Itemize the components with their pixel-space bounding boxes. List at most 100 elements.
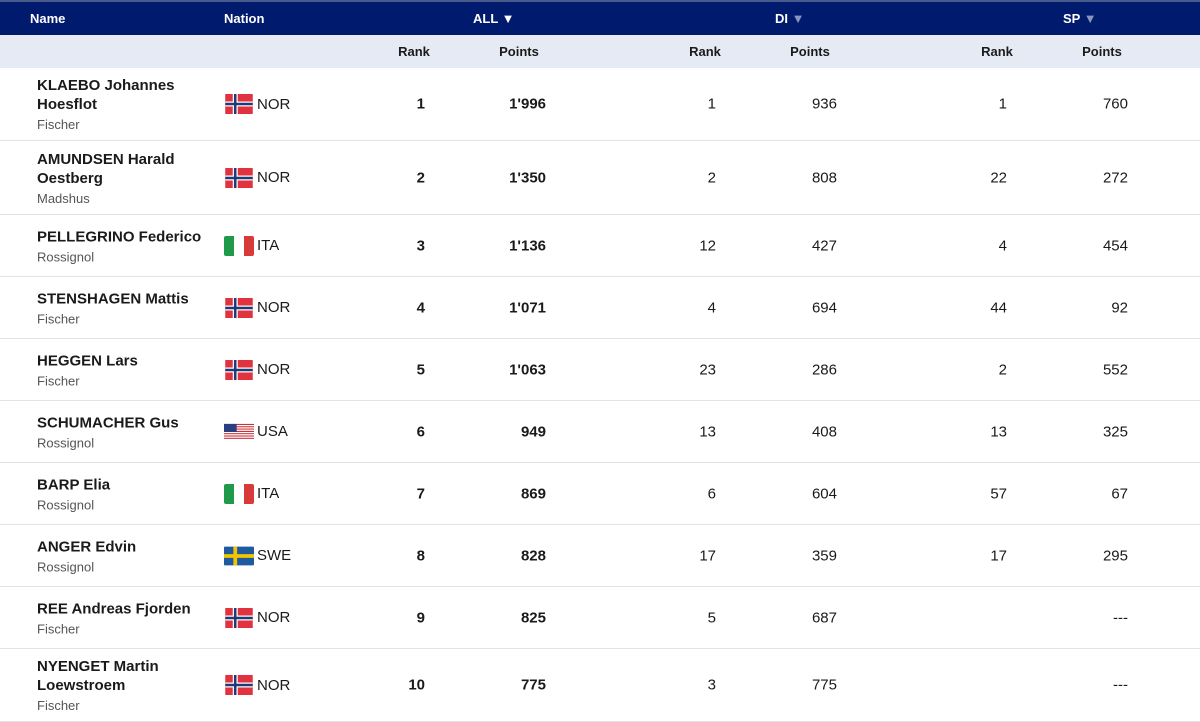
table-header: Name Nation ALL ▼ DI ▼ SP ▼ bbox=[0, 0, 1200, 35]
nation-cell: ITA bbox=[224, 483, 280, 504]
athlete-name[interactable]: NYENGET Martin Loewstroem bbox=[37, 658, 159, 694]
nation-code: NOR bbox=[257, 676, 291, 694]
athlete-name[interactable]: HEGGEN Lars bbox=[37, 352, 138, 369]
di-rank: 5 bbox=[707, 609, 716, 626]
sub-sp-rank: Rank bbox=[981, 44, 1013, 59]
all-points: 869 bbox=[520, 485, 546, 502]
sp-rank: 44 bbox=[990, 299, 1007, 316]
flag-ita-icon bbox=[224, 235, 254, 256]
nation-code: NOR bbox=[257, 609, 291, 626]
sp-points: 325 bbox=[1102, 423, 1128, 440]
sp-points: 552 bbox=[1102, 361, 1128, 378]
sort-arrow-icon: ▼ bbox=[1083, 11, 1097, 26]
sub-all-rank: Rank bbox=[398, 44, 430, 59]
sp-points: 67 bbox=[1111, 485, 1128, 502]
di-points: 694 bbox=[811, 299, 837, 316]
table-row[interactable]: KLAEBO Johannes Hoesflot Fischer NOR 1 1'996… bbox=[0, 68, 1200, 141]
athlete-brand: Rossignol bbox=[37, 249, 95, 264]
all-points: 1'136 bbox=[509, 237, 546, 254]
table-row[interactable]: REE Andreas Fjorden Fischer NOR 9 825 5 687 --- bbox=[0, 587, 1200, 649]
table-row[interactable]: NYENGET Martin Loewstroem Fischer NOR 10 775… bbox=[0, 649, 1200, 722]
table-row[interactable]: BARP Elia Rossignol ITA 7 869 6 604 57 67 bbox=[0, 463, 1200, 525]
nation-code: NOR bbox=[257, 299, 291, 316]
table-row[interactable]: AMUNDSEN Harald Oestberg Madshus NOR 2 1'350… bbox=[0, 141, 1200, 215]
sp-points: 295 bbox=[1102, 547, 1128, 564]
sp-points: 760 bbox=[1102, 95, 1128, 113]
athlete-cell: SCHUMACHER Gus Rossignol bbox=[37, 413, 217, 450]
all-rank: 4 bbox=[416, 299, 425, 316]
all-points: 1'996 bbox=[509, 95, 546, 113]
nation-code: SWE bbox=[257, 547, 292, 564]
sp-rank: 17 bbox=[990, 547, 1007, 564]
athlete-name[interactable]: BARP Elia bbox=[37, 476, 111, 493]
header-di-label: DI bbox=[775, 11, 788, 26]
nation-cell: NOR bbox=[224, 297, 291, 318]
athlete-brand: Rossignol bbox=[37, 497, 95, 512]
header-di[interactable]: DI ▼ bbox=[775, 11, 805, 26]
nation-code: NOR bbox=[257, 169, 291, 186]
sort-arrow-icon: ▼ bbox=[791, 11, 805, 26]
sp-rank: 57 bbox=[990, 485, 1007, 502]
athlete-cell: NYENGET Martin Loewstroem Fischer bbox=[37, 657, 217, 713]
flag-swe-icon bbox=[224, 546, 254, 566]
nation-cell: NOR bbox=[224, 167, 291, 188]
athlete-cell: REE Andreas Fjorden Fischer bbox=[37, 599, 217, 636]
athlete-brand: Fischer bbox=[37, 621, 80, 636]
di-points: 936 bbox=[811, 95, 837, 113]
di-rank: 2 bbox=[707, 169, 716, 186]
sp-rank: 13 bbox=[990, 423, 1007, 440]
nation-cell: SWE bbox=[224, 546, 291, 566]
athlete-name[interactable]: AMUNDSEN Harald Oestberg bbox=[37, 150, 175, 187]
header-all[interactable]: ALL ▼ bbox=[473, 11, 515, 26]
all-rank: 7 bbox=[416, 485, 425, 502]
all-points: 1'071 bbox=[509, 299, 546, 316]
athlete-cell: PELLEGRINO Federico Rossignol bbox=[37, 227, 217, 264]
sub-all-points: Points bbox=[499, 44, 539, 59]
header-sp-label: SP bbox=[1063, 11, 1081, 26]
flag-nor-icon bbox=[224, 607, 254, 628]
di-points: 604 bbox=[811, 485, 837, 502]
flag-nor-icon bbox=[224, 359, 254, 380]
all-rank: 5 bbox=[416, 361, 425, 378]
table-row[interactable]: STENSHAGEN Mattis Fischer NOR 4 1'071 4 694 44 9… bbox=[0, 277, 1200, 339]
athlete-name[interactable]: PELLEGRINO Federico bbox=[37, 228, 202, 245]
di-rank: 3 bbox=[707, 676, 716, 694]
di-points: 286 bbox=[811, 361, 837, 378]
table-row[interactable]: ANGER Edvin Rossignol SWE 8 828 17 359 17 295 bbox=[0, 525, 1200, 587]
athlete-brand: Madshus bbox=[37, 190, 90, 206]
nation-code: NOR bbox=[257, 95, 291, 113]
flag-nor-icon bbox=[224, 297, 254, 318]
sub-sp-points: Points bbox=[1082, 44, 1122, 59]
header-nation[interactable]: Nation bbox=[224, 11, 265, 26]
di-rank: 12 bbox=[699, 237, 716, 254]
sp-rank: 22 bbox=[990, 169, 1007, 186]
athlete-name[interactable]: REE Andreas Fjorden bbox=[37, 600, 191, 617]
di-points: 427 bbox=[811, 237, 837, 254]
athlete-brand: Rossignol bbox=[37, 559, 95, 574]
header-name[interactable]: Name bbox=[30, 11, 66, 26]
di-rank: 17 bbox=[699, 547, 716, 564]
table-row[interactable]: SCHUMACHER Gus Rossignol USA 6 949 13 408 13 325 bbox=[0, 401, 1200, 463]
athlete-brand: Fischer bbox=[37, 373, 80, 388]
athlete-brand: Fischer bbox=[37, 698, 80, 713]
sp-points: --- bbox=[1113, 676, 1128, 694]
all-rank: 6 bbox=[416, 423, 425, 440]
header-sp[interactable]: SP ▼ bbox=[1063, 11, 1097, 26]
table-row[interactable]: HEGGEN Lars Fischer NOR 5 1'063 23 286 2 552 bbox=[0, 339, 1200, 401]
athlete-name[interactable]: ANGER Edvin bbox=[37, 538, 137, 555]
athlete-name[interactable]: STENSHAGEN Mattis bbox=[37, 290, 189, 307]
nation-code: ITA bbox=[257, 485, 280, 502]
nation-cell: NOR bbox=[224, 94, 290, 114]
athlete-name[interactable]: SCHUMACHER Gus bbox=[37, 414, 179, 431]
nation-cell: ITA bbox=[224, 235, 279, 256]
sp-rank: 1 bbox=[998, 95, 1007, 113]
di-points: 808 bbox=[811, 169, 837, 186]
table-row[interactable]: PELLEGRINO Federico Rossignol ITA 3 1'136 12 4… bbox=[0, 215, 1200, 277]
all-rank: 10 bbox=[408, 676, 425, 694]
sub-di-points: Points bbox=[790, 44, 830, 59]
di-points: 687 bbox=[811, 609, 837, 626]
all-rank: 9 bbox=[416, 609, 425, 626]
di-points: 359 bbox=[811, 547, 837, 564]
athlete-cell: AMUNDSEN Harald Oestberg Madshus bbox=[37, 150, 217, 206]
athlete-name[interactable]: KLAEBO Johannes Hoesflot bbox=[37, 77, 175, 113]
